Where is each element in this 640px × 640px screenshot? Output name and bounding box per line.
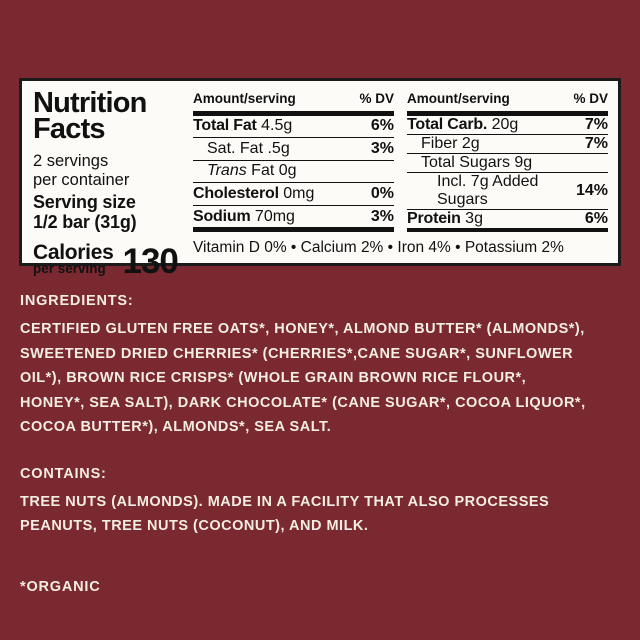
- dv-value: 6%: [584, 209, 608, 227]
- ingredients-list: CERTIFIED GLUTEN FREE OATS*, HONEY*, ALM…: [20, 321, 586, 435]
- servings-line-2: per container: [33, 170, 130, 189]
- nutrient-row-cholesterol: Cholesterol 0mg 0%: [193, 183, 394, 206]
- amount-serving-header: Amount/serving: [407, 91, 510, 106]
- calories-value: 130: [122, 242, 178, 281]
- ingredients-heading: INGREDIENTS:: [20, 293, 134, 309]
- nutrient-row-protein: Protein 3g 6%: [407, 209, 608, 227]
- dv-value: 14%: [575, 181, 608, 199]
- nutrition-facts-summary-column: Nutrition Facts 2 servings per container…: [33, 87, 183, 280]
- nutrient-row-trans-fat: Trans Fat 0g: [193, 161, 394, 184]
- servings-per-container: 2 servings per container: [33, 152, 183, 189]
- nutrition-facts-panel: Nutrition Facts 2 servings per container…: [19, 78, 621, 280]
- serving-size-label: Serving size: [33, 192, 136, 212]
- dv-header: % DV: [573, 91, 608, 106]
- serving-size-value: 1/2 bar (31g): [33, 211, 137, 232]
- servings-line-1: 2 servings: [33, 152, 109, 170]
- nutrient-row-sat-fat: Sat. Fat .5g 3%: [193, 138, 394, 161]
- amount-serving-header: Amount/serving: [193, 91, 296, 106]
- thick-divider: [407, 111, 608, 116]
- column-header: Amount/serving % DV: [193, 88, 394, 111]
- nutrient-row-total-fat: Total Fat 4.5g 6%: [193, 116, 394, 139]
- dv-value: 7%: [584, 134, 608, 152]
- nutrient-column-carbs: Amount/serving % DV Total Carb. 20g 7% F…: [407, 88, 608, 232]
- calories-sublabel: per serving: [33, 261, 106, 276]
- thick-divider: [193, 111, 394, 116]
- nutrient-row-fiber: Fiber 2g 7%: [407, 135, 608, 154]
- nutrient-columns: Amount/serving % DV Total Fat 4.5g 6% Sa…: [193, 88, 608, 232]
- nutrient-column-fats: Amount/serving % DV Total Fat 4.5g 6% Sa…: [193, 88, 394, 232]
- calories-labels: Calories per serving: [33, 241, 114, 276]
- dv-header: % DV: [359, 91, 394, 106]
- calories-label: Calories: [33, 241, 114, 264]
- organic-footnote: *ORGANIC: [20, 578, 101, 595]
- contains-statement: TREE NUTS (ALMONDS). MADE IN A FACILITY …: [20, 493, 550, 535]
- nutrient-row-total-sugars: Total Sugars 9g: [407, 154, 608, 173]
- dv-value: 6%: [370, 117, 394, 135]
- dv-value: 0%: [370, 185, 394, 203]
- dv-value: 3%: [370, 207, 394, 225]
- title-line-2: Facts: [33, 113, 106, 145]
- thick-divider: [407, 227, 608, 232]
- title-line-1: Nutrition: [33, 87, 147, 119]
- contains-heading: CONTAINS:: [20, 465, 107, 482]
- serving-size: Serving size 1/2 bar (31g): [33, 192, 183, 232]
- thick-divider: [193, 227, 394, 232]
- nutrition-facts-title: Nutrition Facts: [33, 87, 183, 145]
- calories-row: Calories per serving 130: [33, 241, 183, 281]
- ingredients-section: INGREDIENTS: CERTIFIED GLUTEN FREE OATS*…: [20, 293, 622, 595]
- nutrient-detail-section: Amount/serving % DV Total Fat 4.5g 6% Sa…: [183, 88, 608, 257]
- vitamins-minerals-line: Vitamin D 0% • Calcium 2% • Iron 4% • Po…: [193, 239, 564, 256]
- nutrient-row-sodium: Sodium 70mg 3%: [193, 207, 394, 225]
- dv-value: 3%: [370, 139, 394, 157]
- nutrient-row-total-carb: Total Carb. 20g 7%: [407, 115, 608, 135]
- dv-value: 7%: [584, 115, 608, 133]
- column-header: Amount/serving % DV: [407, 88, 608, 111]
- contains-section: CONTAINS: TREE NUTS (ALMONDS). MADE IN A…: [20, 466, 622, 539]
- nutrient-row-added-sugars: Incl. 7g Added Sugars 14%: [407, 173, 608, 210]
